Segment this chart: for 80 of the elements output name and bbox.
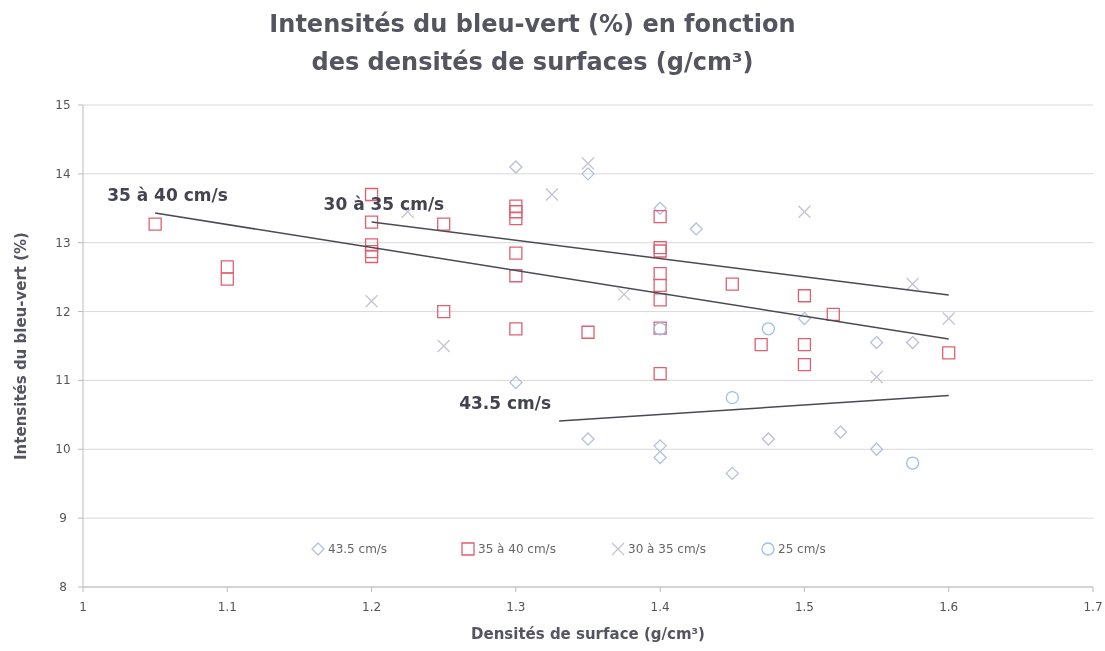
point [653,278,667,293]
point [905,277,920,291]
point [797,337,812,352]
point [148,217,162,231]
point [581,167,595,181]
y-tick-label: 14 [55,166,71,181]
point [653,209,667,224]
point [653,267,667,281]
point [653,240,667,255]
point [797,311,812,326]
annotation: 43.5 cm/s [459,393,552,414]
legend-label: 43.5 cm/s [328,542,388,556]
point [364,249,379,264]
point [653,293,667,307]
point [220,260,234,274]
point [653,201,667,215]
point [364,294,379,308]
point [581,325,595,339]
x-tick-label: 1.3 [506,600,526,614]
point [833,425,848,439]
point [725,466,739,481]
point [364,215,379,229]
y-tick-label: 10 [55,442,71,457]
point [545,187,559,202]
point [797,357,812,372]
point [509,246,523,260]
annotation: 35 à 40 cm/s [107,185,228,206]
point [761,322,776,336]
point [725,390,739,405]
point [220,272,234,286]
point [869,442,884,456]
point [869,335,884,350]
annotation: 30 à 35 cm/s [323,194,445,215]
point [437,339,451,353]
point [869,370,884,384]
point [725,277,739,291]
point [653,244,667,258]
x-tick-label: 1.4 [650,600,670,614]
point [509,375,523,390]
point [653,450,667,465]
x-tick-label: 1.5 [794,600,814,614]
point [905,335,920,350]
point [437,304,451,319]
x-axis-title: Densités de surface (g/cm³) [471,625,705,643]
chart-title: Intensités du bleu-vert (%) en fonction des densités de surfaces (g/cm³) [269,10,796,76]
point [689,222,703,236]
y-tick-label: 9 [59,511,67,526]
point [581,432,595,446]
point [509,211,523,226]
point [509,269,523,283]
point [364,245,379,259]
point [797,205,812,219]
legend-label: 25 cm/s [778,542,826,556]
y-tick-label: 11 [55,373,71,388]
point [581,156,595,171]
x-tick-label: 1.7 [1083,600,1103,614]
point [617,287,631,302]
point [761,432,776,446]
y-tick-label: 15 [55,98,71,112]
point [509,322,523,336]
y-tick-label: 8 [59,580,67,594]
point [653,439,667,453]
y-tick-label: 13 [55,235,71,250]
x-tick-label: 1.2 [362,600,382,614]
y-tick-label: 12 [55,304,71,319]
point [942,346,956,360]
point [942,311,956,326]
point [509,205,523,219]
legend-label: 35 à 40 cm/s [478,542,556,556]
point [509,160,523,174]
point [797,289,812,303]
x-tick-label: 1.1 [217,600,237,614]
point [754,337,768,352]
legend-label: 30 à 35 cm/s [628,542,706,556]
point [653,366,667,381]
point [905,456,920,470]
x-tick-label: 1.6 [939,600,959,614]
y-axis-title: Intensités du bleu-vert (%) [12,232,30,460]
x-tick-label: 1 [79,600,87,614]
point [437,217,451,231]
